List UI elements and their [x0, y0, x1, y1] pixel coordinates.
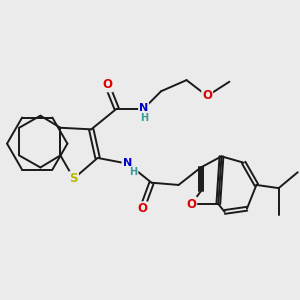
Text: S: S — [70, 172, 78, 185]
Text: O: O — [137, 202, 147, 215]
Text: H: H — [140, 113, 148, 123]
Text: N: N — [122, 158, 132, 168]
Text: H: H — [129, 167, 137, 177]
Text: N: N — [139, 103, 148, 113]
Text: O: O — [186, 197, 196, 211]
Text: O: O — [202, 89, 212, 103]
Text: O: O — [102, 78, 112, 92]
